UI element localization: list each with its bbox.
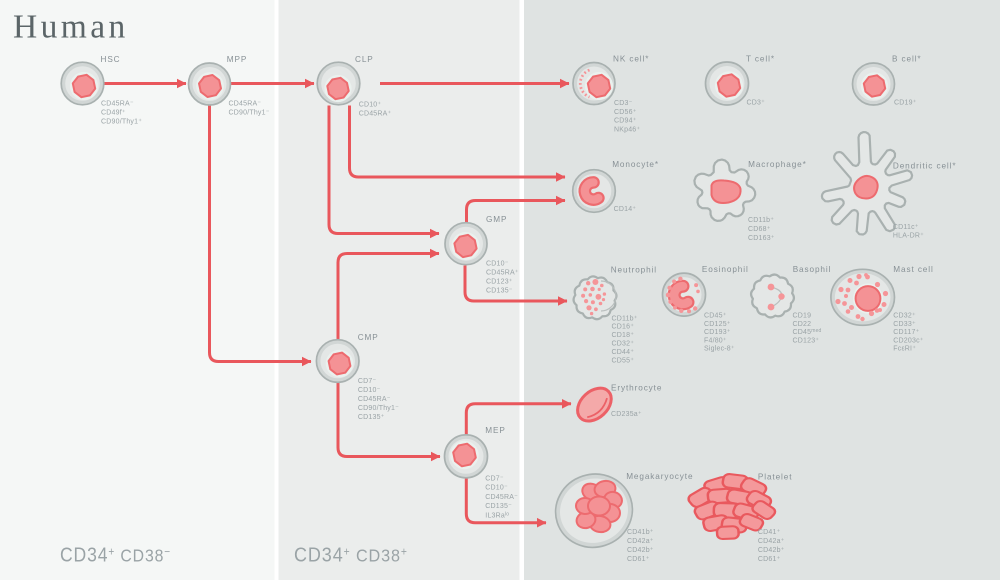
- svg-text:CD235a⁺: CD235a⁺: [611, 411, 642, 418]
- svg-text:CD34+ CD38−: CD34+ CD38−: [60, 543, 171, 565]
- svg-text:GMP: GMP: [486, 215, 507, 224]
- svg-text:MEP: MEP: [485, 426, 505, 435]
- svg-text:CD61⁺: CD61⁺: [627, 556, 650, 563]
- svg-text:CD163⁺: CD163⁺: [748, 235, 775, 242]
- svg-text:CD45⁺: CD45⁺: [704, 313, 727, 320]
- svg-text:CD41b⁺: CD41b⁺: [627, 529, 654, 536]
- svg-text:Macrophage*: Macrophage*: [748, 160, 807, 169]
- svg-text:CD19⁺: CD19⁺: [894, 100, 917, 107]
- svg-text:Basophil: Basophil: [793, 265, 832, 274]
- svg-text:Monocyte*: Monocyte*: [612, 160, 659, 169]
- svg-text:NKp46⁺: NKp46⁺: [614, 126, 640, 133]
- svg-text:CD42a⁺: CD42a⁺: [627, 538, 654, 545]
- svg-text:CD42a⁺: CD42a⁺: [758, 538, 785, 545]
- svg-text:CD11c⁺: CD11c⁺: [893, 224, 919, 231]
- svg-text:CD42b⁺: CD42b⁺: [758, 547, 785, 554]
- svg-text:CD41⁺: CD41⁺: [758, 529, 781, 536]
- svg-text:CD32⁺: CD32⁺: [612, 341, 635, 348]
- svg-text:CD10⁻: CD10⁻: [485, 485, 508, 492]
- svg-text:CD34+ CD38+: CD34+ CD38+: [294, 545, 408, 567]
- svg-text:CD16⁺: CD16⁺: [612, 324, 635, 331]
- svg-text:CD45RA⁻: CD45RA⁻: [229, 101, 262, 108]
- svg-text:Mast cell: Mast cell: [893, 265, 933, 274]
- svg-text:HSC: HSC: [101, 55, 121, 64]
- svg-text:CD90/Thy1⁻: CD90/Thy1⁻: [229, 110, 270, 117]
- svg-text:CD7⁻: CD7⁻: [358, 378, 377, 385]
- svg-text:CD94⁺: CD94⁺: [614, 118, 637, 125]
- svg-text:CD135⁻: CD135⁻: [485, 503, 512, 510]
- svg-text:CD45RA⁺: CD45RA⁺: [359, 111, 392, 118]
- svg-text:CD44⁺: CD44⁺: [612, 349, 635, 356]
- svg-text:F4/80⁺: F4/80⁺: [704, 337, 727, 344]
- svg-text:CD45RA⁻: CD45RA⁻: [101, 101, 134, 108]
- svg-text:CD3⁻: CD3⁻: [614, 100, 633, 107]
- svg-text:CMP: CMP: [358, 333, 379, 342]
- svg-text:CD10⁻: CD10⁻: [358, 387, 381, 394]
- svg-text:CD14⁺: CD14⁺: [614, 206, 637, 213]
- svg-text:CD32⁺: CD32⁺: [893, 313, 916, 320]
- svg-text:CD11b⁺: CD11b⁺: [748, 217, 774, 224]
- svg-text:CD45med: CD45med: [793, 328, 822, 336]
- svg-text:HLA-DR⁺: HLA-DR⁺: [893, 233, 924, 240]
- svg-text:CD61⁺: CD61⁺: [758, 556, 781, 563]
- svg-text:NK cell*: NK cell*: [613, 55, 649, 64]
- svg-text:Neutrophil: Neutrophil: [611, 266, 657, 275]
- svg-text:CD42b⁺: CD42b⁺: [627, 547, 654, 554]
- svg-text:CD19: CD19: [793, 313, 812, 320]
- svg-text:MPP: MPP: [227, 55, 247, 64]
- svg-text:CD45RA⁻: CD45RA⁻: [485, 494, 518, 501]
- svg-text:CD18⁺: CD18⁺: [612, 332, 635, 339]
- svg-text:CD55⁺: CD55⁺: [612, 357, 635, 364]
- svg-text:Megakaryocyte: Megakaryocyte: [626, 472, 693, 481]
- svg-text:CD56⁺: CD56⁺: [614, 109, 637, 116]
- svg-text:CD11b⁺: CD11b⁺: [612, 315, 638, 322]
- svg-text:CD68⁺: CD68⁺: [748, 226, 771, 233]
- svg-text:CD123⁺: CD123⁺: [793, 337, 820, 344]
- svg-text:Siglec-8⁺: Siglec-8⁺: [704, 346, 735, 353]
- svg-text:IL3Ralo: IL3Ralo: [485, 512, 509, 520]
- svg-text:CD125⁺: CD125⁺: [704, 321, 731, 328]
- svg-text:CD45RA⁺: CD45RA⁺: [486, 270, 519, 277]
- svg-text:CD22: CD22: [793, 321, 812, 328]
- svg-text:CD33⁺: CD33⁺: [893, 321, 916, 328]
- svg-text:CD203c⁺: CD203c⁺: [893, 337, 923, 344]
- svg-text:CD135⁺: CD135⁺: [358, 414, 385, 421]
- svg-text:CD90/Thy1⁺: CD90/Thy1⁺: [101, 119, 142, 126]
- svg-text:T cell*: T cell*: [746, 55, 775, 64]
- svg-text:CD135⁻: CD135⁻: [486, 288, 513, 295]
- svg-text:Eosinophil: Eosinophil: [702, 265, 749, 274]
- svg-text:CD7⁻: CD7⁻: [485, 475, 504, 482]
- svg-text:CD123⁺: CD123⁺: [486, 279, 513, 286]
- svg-text:CD10⁻: CD10⁻: [486, 261, 509, 268]
- svg-text:Human: Human: [13, 8, 129, 45]
- svg-text:Platelet: Platelet: [758, 473, 793, 482]
- svg-text:CLP: CLP: [355, 55, 374, 64]
- svg-text:CD90/Thy1⁻: CD90/Thy1⁻: [358, 405, 399, 412]
- svg-text:CD49f⁺: CD49f⁺: [101, 110, 126, 117]
- svg-text:Erythrocyte: Erythrocyte: [611, 384, 662, 393]
- svg-text:CD3⁺: CD3⁺: [747, 100, 766, 107]
- svg-text:CD10⁺: CD10⁺: [359, 102, 382, 109]
- svg-text:FcεRI⁺: FcεRI⁺: [893, 346, 916, 353]
- svg-text:CD193⁺: CD193⁺: [704, 329, 731, 336]
- svg-text:CD117⁺: CD117⁺: [893, 329, 919, 336]
- svg-text:Dendritic cell*: Dendritic cell*: [893, 162, 957, 171]
- svg-text:B cell*: B cell*: [892, 55, 922, 64]
- svg-text:CD45RA⁻: CD45RA⁻: [358, 396, 391, 403]
